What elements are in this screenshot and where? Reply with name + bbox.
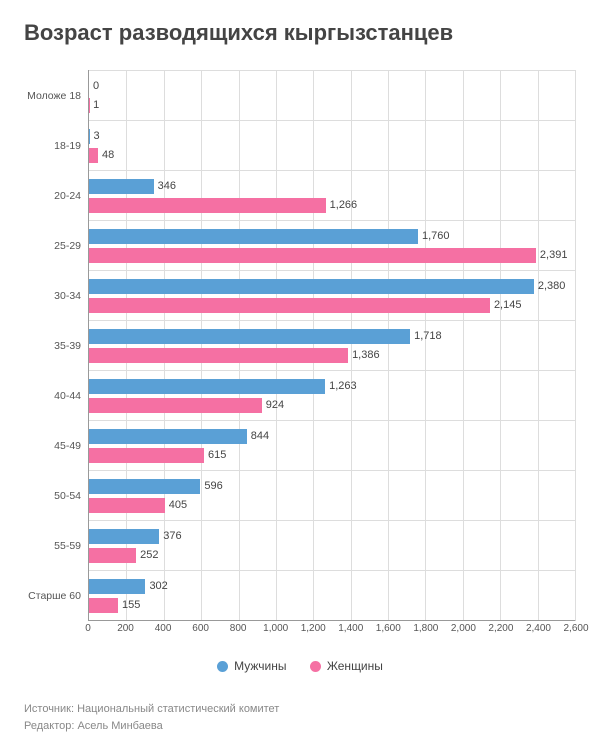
bar-m: 376 xyxy=(89,529,159,544)
category-label: 40-44 xyxy=(19,371,81,420)
bar-m: 2,380 xyxy=(89,279,534,294)
chart-row: Моложе 1801 xyxy=(89,70,575,120)
x-tick-label: 1,600 xyxy=(376,623,401,634)
chart-row: 45-49844615 xyxy=(89,420,575,470)
chart-title: Возраст разводящихся кыргызстанцев xyxy=(24,20,576,46)
x-tick-label: 1,800 xyxy=(413,623,438,634)
bar-value-label: 376 xyxy=(159,529,181,544)
category-label: 30-34 xyxy=(19,271,81,320)
category-label: 45-49 xyxy=(19,421,81,470)
bar-value-label: 1,263 xyxy=(325,379,357,394)
bar-m: 302 xyxy=(89,579,145,594)
chart-row: 18-19348 xyxy=(89,120,575,170)
category-label: 50-54 xyxy=(19,471,81,520)
x-tick-label: 2,200 xyxy=(488,623,513,634)
bar-value-label: 302 xyxy=(145,579,167,594)
legend-item-women: Женщины xyxy=(310,659,383,673)
gridline xyxy=(575,70,576,620)
bar-value-label: 2,391 xyxy=(536,248,568,263)
bar-value-label: 155 xyxy=(118,598,140,613)
chart-row: 35-391,7181,386 xyxy=(89,320,575,370)
bar-value-label: 405 xyxy=(165,498,187,513)
x-tick-label: 2,400 xyxy=(526,623,551,634)
x-axis: 0 200 400 600 800 1,000 1,200 1,400 1,600 1,800 2,… xyxy=(88,621,576,643)
bar-f: 615 xyxy=(89,448,204,463)
plot-area: Моложе 180118-1934820-243461,26625-291,7… xyxy=(88,70,575,621)
bar-f: 48 xyxy=(89,148,98,163)
editor-line: Редактор: Асель Минбаева xyxy=(24,718,576,736)
legend-swatch-women xyxy=(310,661,321,672)
bar-m: 1,263 xyxy=(89,379,325,394)
bar-f: 2,391 xyxy=(89,248,536,263)
footer: Источник: Национальный статистический ко… xyxy=(24,701,576,736)
bar-f: 924 xyxy=(89,398,262,413)
category-label: 25-29 xyxy=(19,221,81,270)
category-label: 55-59 xyxy=(19,521,81,570)
x-tick-label: 2,600 xyxy=(563,623,588,634)
bar-value-label: 3 xyxy=(90,129,100,144)
bar-m: 596 xyxy=(89,479,200,494)
bar-value-label: 48 xyxy=(98,148,114,163)
bar-value-label: 1 xyxy=(89,98,99,113)
bar-f: 1,266 xyxy=(89,198,326,213)
chart-area: Моложе 180118-1934820-243461,26625-291,7… xyxy=(88,70,576,621)
x-tick-label: 1,000 xyxy=(263,623,288,634)
bar-f: 1,386 xyxy=(89,348,348,363)
chart-row: 55-59376252 xyxy=(89,520,575,570)
legend-label-men: Мужчины xyxy=(234,659,286,673)
chart-row: 20-243461,266 xyxy=(89,170,575,220)
x-tick-label: 2,000 xyxy=(451,623,476,634)
x-tick-label: 600 xyxy=(192,623,209,634)
bar-m: 3 xyxy=(89,129,90,144)
x-tick-label: 200 xyxy=(117,623,134,634)
legend-item-men: Мужчины xyxy=(217,659,286,673)
chart-row: Старше 60302155 xyxy=(89,570,575,620)
bar-value-label: 1,760 xyxy=(418,229,450,244)
bar-f: 2,145 xyxy=(89,298,490,313)
bar-m: 1,760 xyxy=(89,229,418,244)
chart-row: 30-342,3802,145 xyxy=(89,270,575,320)
bar-m: 1,718 xyxy=(89,329,410,344)
legend-label-women: Женщины xyxy=(327,659,383,673)
x-tick-label: 1,400 xyxy=(338,623,363,634)
legend: Мужчины Женщины xyxy=(24,659,576,675)
bar-f: 252 xyxy=(89,548,136,563)
bar-value-label: 1,266 xyxy=(326,198,358,213)
source-line: Источник: Национальный статистический ко… xyxy=(24,701,576,719)
x-tick-label: 400 xyxy=(155,623,172,634)
bar-value-label: 924 xyxy=(262,398,284,413)
bar-value-label: 2,145 xyxy=(490,298,522,313)
bar-value-label: 2,380 xyxy=(534,279,566,294)
category-label: 18-19 xyxy=(19,121,81,170)
legend-swatch-men xyxy=(217,661,228,672)
chart-row: 25-291,7602,391 xyxy=(89,220,575,270)
bar-value-label: 1,386 xyxy=(348,348,380,363)
x-tick-label: 0 xyxy=(85,623,91,634)
bar-m: 346 xyxy=(89,179,154,194)
bar-value-label: 0 xyxy=(89,79,99,94)
bar-m: 844 xyxy=(89,429,247,444)
category-label: Старше 60 xyxy=(19,571,81,620)
bar-value-label: 1,718 xyxy=(410,329,442,344)
x-tick-label: 800 xyxy=(230,623,247,634)
x-tick-label: 1,200 xyxy=(301,623,326,634)
category-label: 20-24 xyxy=(19,171,81,220)
chart-row: 50-54596405 xyxy=(89,470,575,520)
bar-f: 405 xyxy=(89,498,165,513)
bar-value-label: 615 xyxy=(204,448,226,463)
bar-value-label: 844 xyxy=(247,429,269,444)
bar-value-label: 346 xyxy=(154,179,176,194)
category-label: 35-39 xyxy=(19,321,81,370)
category-label: Моложе 18 xyxy=(19,71,81,120)
bar-value-label: 252 xyxy=(136,548,158,563)
bar-value-label: 596 xyxy=(200,479,222,494)
bar-f: 155 xyxy=(89,598,118,613)
chart-row: 40-441,263924 xyxy=(89,370,575,420)
